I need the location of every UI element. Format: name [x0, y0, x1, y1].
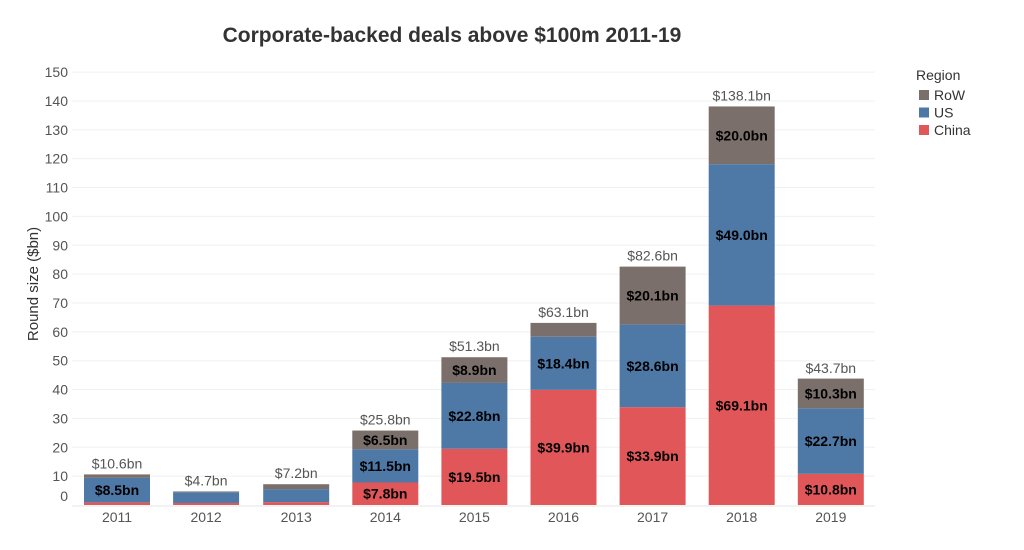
x-tick-label: 2011	[102, 509, 132, 525]
y-tick-label: 20	[52, 439, 68, 455]
data-label: $69.1bn	[716, 397, 768, 413]
y-tick-label: 80	[52, 266, 68, 282]
bar-china	[708, 305, 775, 505]
x-tick-label: 2019	[815, 509, 846, 525]
bar-row	[263, 484, 330, 490]
bar-row	[619, 266, 686, 325]
y-tick-label: 90	[52, 237, 68, 253]
chart-title: Corporate-backed deals above $100m 2011-…	[223, 24, 682, 47]
bar-us	[263, 489, 330, 503]
x-tick-label: 2016	[548, 509, 579, 525]
bar-us	[797, 408, 864, 474]
y-tick-label: 100	[45, 208, 69, 224]
legend-swatch-row	[919, 90, 929, 100]
bar-row	[797, 378, 864, 409]
data-label: $22.7bn	[805, 433, 857, 449]
data-label: $20.1bn	[627, 288, 679, 304]
total-label: $10.6bn	[92, 455, 143, 471]
total-label: $51.3bn	[449, 338, 500, 354]
x-tick-label: 2014	[370, 509, 401, 525]
data-label: $10.3bn	[805, 385, 857, 401]
y-tick-label: 0	[60, 488, 68, 504]
x-tick-label: 2018	[726, 509, 757, 525]
bar-row	[173, 491, 240, 493]
data-label: $6.5bn	[363, 432, 407, 448]
total-label: $63.1bn	[538, 304, 589, 320]
y-tick-label: 130	[45, 122, 69, 138]
y-tick-label: 30	[52, 410, 68, 426]
data-label: $8.9bn	[452, 362, 496, 378]
y-tick-label: 150	[45, 64, 69, 80]
y-tick-label: 40	[52, 382, 68, 398]
data-label: $19.5bn	[448, 469, 500, 485]
bar-china	[263, 502, 330, 505]
data-label: $39.9bn	[537, 439, 589, 455]
data-label: $8.5bn	[95, 482, 139, 498]
bar-china	[84, 502, 150, 505]
y-tick-label: 140	[45, 93, 69, 109]
y-tick-label: 50	[52, 353, 68, 369]
legend-label: RoW	[934, 87, 966, 103]
x-tick-label: 2013	[281, 509, 312, 525]
bar-row	[84, 474, 150, 478]
bar-china	[530, 389, 597, 505]
data-label: $7.8bn	[363, 486, 407, 502]
data-label: $22.8bn	[448, 408, 500, 424]
bar-row	[530, 322, 597, 337]
bar-us	[441, 382, 508, 449]
total-label: $43.7bn	[805, 360, 856, 376]
bar-us	[619, 324, 686, 408]
y-axis-label: Round size ($bn)	[25, 227, 42, 341]
bar-china	[352, 482, 419, 505]
bar-us	[173, 492, 240, 503]
legend-label: US	[934, 105, 953, 121]
bar-china	[619, 407, 686, 505]
bar-us	[352, 449, 419, 483]
x-tick-label: 2015	[459, 509, 490, 525]
legend-title: Region	[916, 67, 960, 83]
bar-china	[173, 502, 240, 505]
data-label: $18.4bn	[537, 355, 589, 371]
bar-china	[797, 473, 864, 505]
bar-row	[708, 106, 775, 165]
bar-row	[441, 357, 508, 383]
bar-us	[84, 477, 150, 503]
data-label: $33.9bn	[627, 448, 679, 464]
legend-swatch-us	[919, 107, 929, 118]
bar-us	[530, 336, 597, 390]
x-tick-label: 2017	[637, 509, 668, 525]
data-label: $20.0bn	[716, 127, 768, 143]
y-tick-label: 70	[52, 295, 68, 311]
data-label: $11.5bn	[360, 458, 411, 474]
x-tick-label: 2012	[191, 509, 222, 525]
bar-us	[708, 164, 775, 306]
total-label: $25.8bn	[360, 412, 411, 428]
y-tick-label: 10	[52, 468, 68, 484]
data-label: $10.8bn	[805, 481, 857, 497]
bar-row	[352, 430, 419, 450]
data-label: $49.0bn	[716, 227, 768, 243]
total-label: $4.7bn	[185, 472, 228, 488]
legend-label: China	[934, 122, 971, 138]
total-label: $7.2bn	[275, 465, 318, 481]
bar-china	[441, 448, 508, 505]
data-label: $28.6bn	[627, 358, 679, 374]
y-tick-label: 120	[45, 151, 69, 167]
y-tick-label: 110	[46, 180, 69, 196]
y-tick-label: 60	[52, 324, 68, 340]
legend-swatch-china	[919, 125, 929, 135]
total-label: $138.1bn	[712, 87, 770, 103]
total-label: $82.6bn	[627, 248, 678, 264]
